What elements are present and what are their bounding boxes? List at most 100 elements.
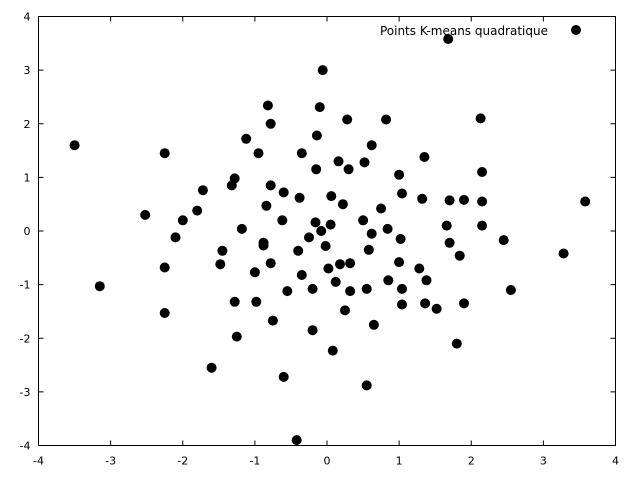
data-point xyxy=(376,203,387,214)
data-point xyxy=(382,223,393,234)
data-point xyxy=(317,65,328,76)
data-point xyxy=(337,199,348,210)
data-point xyxy=(278,187,289,198)
x-tick-label: 3 xyxy=(540,455,547,468)
data-point xyxy=(419,152,430,162)
data-point xyxy=(342,114,353,125)
data-point xyxy=(170,232,181,243)
y-tick-label: 1 xyxy=(24,171,31,184)
data-point xyxy=(296,148,307,159)
data-point xyxy=(381,114,392,125)
data-point xyxy=(267,315,278,326)
data-point xyxy=(335,259,345,270)
data-point xyxy=(340,305,350,316)
data-point xyxy=(323,263,334,274)
data-point xyxy=(477,167,488,177)
data-point xyxy=(291,435,302,446)
data-point xyxy=(314,102,325,113)
data-point xyxy=(282,286,293,297)
data-point xyxy=(395,234,406,244)
y-tick-label: -4 xyxy=(20,440,31,453)
x-tick-label: -2 xyxy=(177,455,188,468)
data-point xyxy=(444,237,455,248)
data-point xyxy=(311,164,322,175)
data-point xyxy=(261,200,272,211)
data-point xyxy=(459,194,469,205)
data-point xyxy=(258,237,269,248)
data-point xyxy=(316,226,327,236)
data-point xyxy=(159,308,170,318)
x-tick-label: 0 xyxy=(324,455,331,468)
data-point xyxy=(394,257,405,268)
data-point xyxy=(421,275,432,286)
x-tick-label: 4 xyxy=(612,455,619,468)
data-point xyxy=(94,281,105,292)
y-tick-label: -3 xyxy=(20,386,31,399)
data-point xyxy=(327,345,338,356)
data-point xyxy=(366,140,377,151)
data-point xyxy=(215,259,226,270)
data-point xyxy=(394,169,405,180)
legend: Points K-means quadratique xyxy=(380,24,581,38)
data-point xyxy=(307,325,318,336)
data-point xyxy=(333,156,344,167)
axis-ticks: -4 -3 -2 -1 0 1 2 3 4 -4 -3 -2 -1 0 1 2 3 4 xyxy=(20,11,619,468)
data-point xyxy=(358,215,369,226)
data-point xyxy=(251,296,262,307)
data-point xyxy=(217,245,228,256)
data-point xyxy=(343,164,354,175)
data-point xyxy=(397,299,407,310)
data-point xyxy=(443,34,454,44)
legend-marker xyxy=(571,25,581,35)
data-point xyxy=(231,331,242,342)
data-point xyxy=(361,380,372,391)
data-point xyxy=(475,113,486,124)
data-point xyxy=(320,241,331,251)
data-point xyxy=(444,195,455,206)
data-point xyxy=(278,371,289,382)
data-point xyxy=(359,157,370,168)
y-tick-label: 4 xyxy=(24,11,31,24)
y-tick-label: -2 xyxy=(20,332,31,345)
data-point xyxy=(505,285,516,295)
y-tick-label: 2 xyxy=(24,118,31,131)
data-point xyxy=(368,319,379,330)
data-point xyxy=(451,338,462,349)
data-point xyxy=(293,245,304,256)
data-point xyxy=(140,209,151,220)
data-point xyxy=(69,140,80,151)
data-point xyxy=(366,228,377,239)
data-point xyxy=(229,296,240,307)
x-tick-label: -4 xyxy=(33,455,44,468)
data-point xyxy=(294,192,305,203)
data-point xyxy=(241,133,252,144)
data-point xyxy=(326,191,337,202)
data-point xyxy=(249,267,260,278)
data-point xyxy=(265,258,276,269)
data-point xyxy=(159,262,170,273)
data-point xyxy=(420,298,431,309)
data-point xyxy=(236,223,247,234)
legend-label: Points K-means quadratique xyxy=(380,24,548,38)
data-point xyxy=(296,270,307,280)
data-point xyxy=(159,148,170,159)
data-point xyxy=(417,193,428,204)
data-point xyxy=(383,275,394,286)
data-point xyxy=(253,148,264,159)
data-point xyxy=(277,215,288,226)
data-point xyxy=(454,250,465,261)
data-point xyxy=(206,362,217,373)
data-point xyxy=(558,248,569,259)
data-point xyxy=(265,118,276,129)
data-point xyxy=(363,244,374,255)
data-point xyxy=(310,217,321,228)
data-point xyxy=(262,100,273,111)
x-tick-label: -1 xyxy=(249,455,260,468)
data-point xyxy=(414,263,425,274)
y-tick-label: 3 xyxy=(24,64,31,77)
data-point xyxy=(345,286,356,297)
data-point xyxy=(459,298,469,309)
data-point xyxy=(477,196,488,207)
x-tick-label: 1 xyxy=(396,455,403,468)
